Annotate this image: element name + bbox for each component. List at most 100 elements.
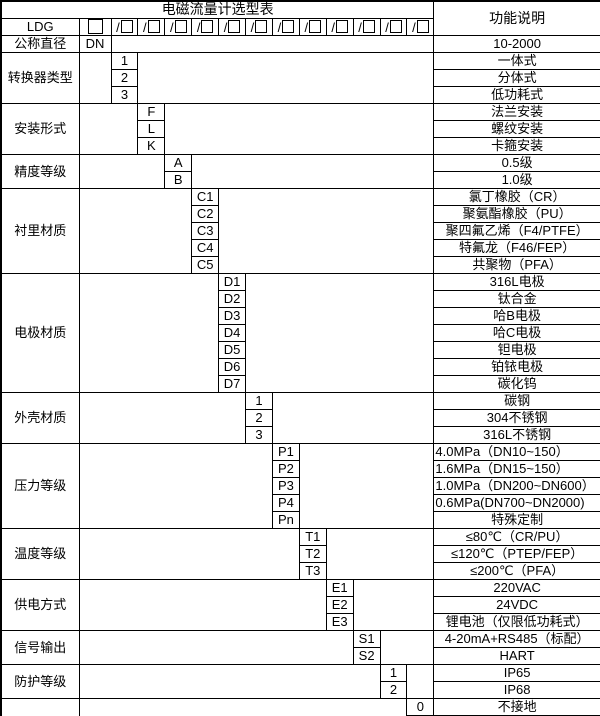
option-description-cell: 一体式 <box>433 52 600 71</box>
option-row: 精度等级 A 0.5级 <box>0 154 600 190</box>
option-code-cell: E1 <box>325 579 354 598</box>
option-description-cell: 碳化钨 <box>433 375 600 394</box>
option-code-cell: P4 <box>271 494 300 513</box>
spacer-cell <box>298 443 435 530</box>
option-code-cell: 1 <box>379 664 408 683</box>
option-row: L 螺纹安装 <box>1 120 600 139</box>
option-description-cell: 220VAC <box>433 579 600 598</box>
option-row: 转换器类型 1 一体式 <box>0 52 600 105</box>
box-icon <box>255 19 268 33</box>
option-description-cell: 卡箍安装 <box>433 137 600 156</box>
option-code-cell: 2 <box>245 409 273 428</box>
option-description-cell: 共聚物（PFA） <box>433 256 600 275</box>
option-row: 衬里材质 C1 氯丁橡胶（CR） <box>0 188 600 275</box>
spacer-cell <box>245 273 435 394</box>
spacer-cell <box>137 52 435 105</box>
code-slot: / <box>325 17 354 37</box>
slash-separator: / <box>385 19 389 35</box>
box-icon <box>309 19 322 33</box>
nominal-diameter-row: 公称直径 DN 10-2000 <box>0 35 600 54</box>
slash-separator: / <box>250 19 255 35</box>
slash-separator: / <box>196 19 201 35</box>
option-code-cell: C4 <box>191 239 220 258</box>
option-row: C5 共聚物（PFA） <box>1 256 600 275</box>
slash-separator: / <box>223 19 228 35</box>
spacer-cell <box>218 188 435 275</box>
option-code-cell: Pn <box>271 511 300 530</box>
option-description-cell: 304不锈钢 <box>433 409 600 428</box>
box-icon <box>147 19 160 33</box>
option-description-cell: 聚氨酯橡胶（PU） <box>433 205 600 224</box>
option-description-cell: 316L电极 <box>433 273 600 292</box>
option-row: 2 IP68 <box>1 681 600 700</box>
code-slot: / <box>137 17 166 37</box>
option-row: K 卡箍安装 <box>1 137 600 156</box>
option-row: 3 316L不锈钢 <box>1 426 600 445</box>
option-description-cell: 特殊定制 <box>433 511 600 530</box>
code-slot-first <box>78 17 112 37</box>
option-description-cell: HART <box>433 647 600 666</box>
option-code-cell: D1 <box>218 273 247 292</box>
option-code-cell: T3 <box>298 562 327 581</box>
option-code-cell: D7 <box>218 375 247 394</box>
option-code-cell: K <box>137 137 166 156</box>
option-description-cell: 低功耗式 <box>433 86 600 105</box>
option-row: 压力等级 P1 4.0MPa（DN10~150） <box>0 443 600 530</box>
option-description-cell: 钽电极 <box>433 341 600 360</box>
option-description-cell: 0.5级 <box>433 154 600 173</box>
slash-separator: / <box>143 19 147 35</box>
row-label-nominal-diameter: 公称直径 <box>0 35 80 54</box>
spacer-cell <box>164 103 435 156</box>
table-title: 电磁流量计选型表 <box>0 0 435 19</box>
option-description-cell: IP68 <box>433 681 600 700</box>
code-slot: / <box>298 17 327 37</box>
option-code-cell: P1 <box>271 443 300 462</box>
group-label-cell: 附件 <box>0 698 80 716</box>
option-row: P2 1.6MPa（DN15~150） <box>1 460 600 479</box>
option-description-cell: 不接地 <box>433 698 600 716</box>
option-code-cell: C2 <box>191 205 220 224</box>
group-label-cell: 防护等级 <box>0 664 80 700</box>
option-description-cell: 316L不锈钢 <box>433 426 600 445</box>
option-description-cell: 4.0MPa（DN10~150） <box>433 443 600 462</box>
group-label-cell: 衬里材质 <box>0 188 80 275</box>
option-description-cell: ≤120℃（PTEP/FEP） <box>433 545 600 564</box>
spacer-cell <box>352 579 435 632</box>
model-code-row: LDG / / / / / / / / / / / / <box>0 17 600 37</box>
spacer-cell <box>110 35 435 54</box>
option-code-cell: T2 <box>298 545 327 564</box>
option-description-cell: 碳钢 <box>433 392 600 411</box>
option-description-cell: 螺纹安装 <box>433 120 600 139</box>
code-slot: / <box>164 17 193 37</box>
model-prefix-cell: LDG <box>0 17 80 37</box>
slash-separator: / <box>304 19 309 35</box>
code-slot: / <box>406 17 435 37</box>
option-row: C3 聚四氟乙烯（F4/PTFE） <box>1 222 600 241</box>
option-row: 信号输出 S1 4-20mA+RS485（标配） <box>0 630 600 666</box>
option-description-cell: ≤200℃（PFA） <box>433 562 600 581</box>
option-code-cell: D2 <box>218 290 247 309</box>
option-code-cell: D4 <box>218 324 247 343</box>
spacer-cell <box>78 698 408 716</box>
option-code-cell: A <box>164 154 193 173</box>
code-slot: / <box>271 17 300 37</box>
option-row: 温度等级 T1 ≤80℃（CR/PU） <box>0 528 600 581</box>
box-icon <box>228 19 241 33</box>
option-code-cell: L <box>137 120 166 139</box>
group-label-cell: 安装形式 <box>0 103 80 156</box>
option-description-cell: 1.0级 <box>433 171 600 190</box>
option-code-cell: 0 <box>406 698 435 716</box>
option-row: D3 哈B电极 <box>1 307 600 326</box>
option-row: C2 聚氨酯橡胶（PU） <box>1 205 600 224</box>
spacer-cell <box>78 528 300 581</box>
option-description-cell: 哈B电极 <box>433 307 600 326</box>
group-label-cell: 压力等级 <box>0 443 80 530</box>
option-row: D4 哈C电极 <box>1 324 600 343</box>
option-code-cell: 1 <box>245 392 273 411</box>
spacer-cell <box>78 664 381 700</box>
slash-separator: / <box>412 19 416 35</box>
option-row: 外壳材质 1 碳钢 <box>0 392 600 445</box>
box-icon <box>389 19 402 33</box>
